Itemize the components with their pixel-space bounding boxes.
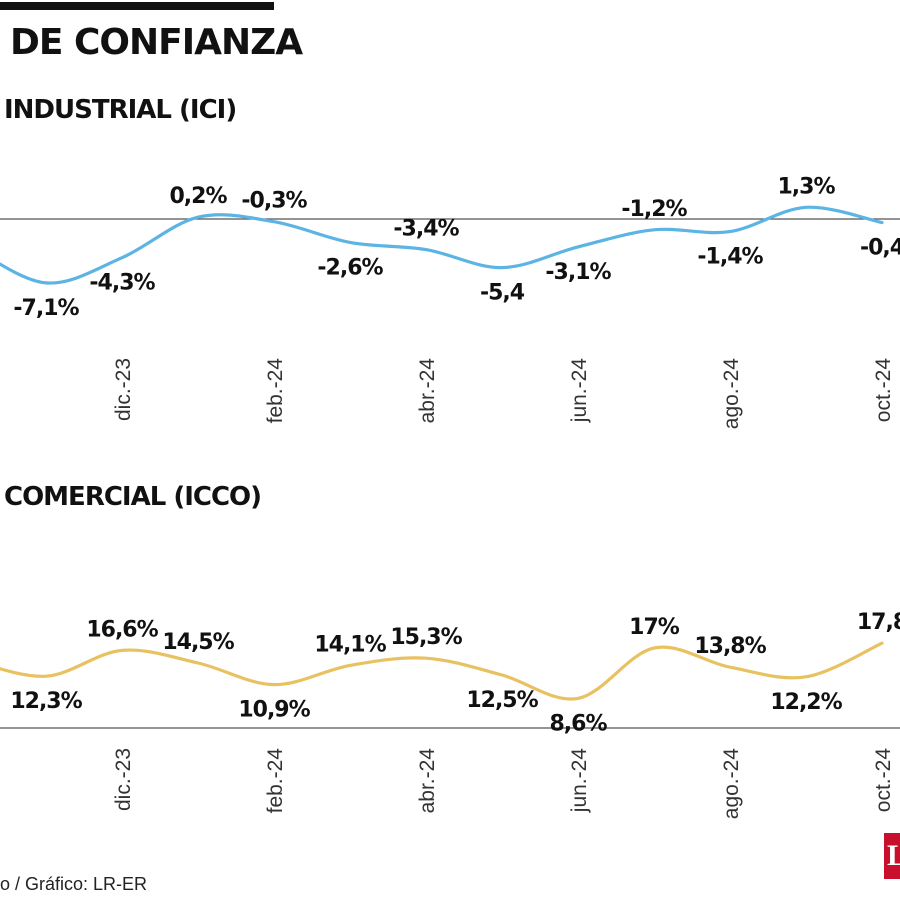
data-label: 8,6% xyxy=(549,711,607,736)
data-label: 16,6% xyxy=(86,617,158,642)
series-line xyxy=(0,641,884,701)
data-label: 17% xyxy=(629,615,680,640)
x-tick-label: ago.-24 xyxy=(720,748,743,820)
data-label: -0,4 xyxy=(860,236,900,261)
data-label: 14,1% xyxy=(314,632,386,657)
data-label: 1,3% xyxy=(777,174,835,199)
data-label: -3,1% xyxy=(545,260,611,285)
source-credit: o / Gráfico: LR-ER xyxy=(0,874,148,894)
icco-chart-title: COMERCIAL (ICCO) xyxy=(4,482,262,512)
x-tick-label: feb.-24 xyxy=(264,358,287,424)
x-tick-label: feb.-24 xyxy=(264,748,287,814)
data-label: -5,4 xyxy=(480,281,525,306)
data-label: -1,2% xyxy=(621,197,687,222)
x-tick-label: oct.-24 xyxy=(872,748,895,813)
data-label: -1,4% xyxy=(697,245,763,270)
x-tick-label: abr.-24 xyxy=(416,358,439,424)
ici-chart-title: INDUSTRIAL (ICI) xyxy=(4,95,237,125)
data-label: -2,6% xyxy=(317,255,383,280)
x-tick-label: dic.-23 xyxy=(112,358,135,421)
x-tick-label: dic.-23 xyxy=(112,748,135,811)
data-label: 15,3% xyxy=(390,625,462,650)
icco-line-chart: 12,3% 16,6%14,5% 10,9% 14,1% 15,3% 12,5% 8,6% 1… xyxy=(0,610,900,820)
data-label: -3,4% xyxy=(393,217,459,242)
x-tick-label: abr.-24 xyxy=(416,748,439,814)
data-label: 13,8% xyxy=(694,634,766,659)
data-label: 12,3% xyxy=(10,689,82,714)
logo-letter: L xyxy=(887,839,900,872)
data-label: 0,2% xyxy=(169,184,227,209)
data-label: -4,3% xyxy=(89,271,155,296)
data-label: 17,8 xyxy=(857,610,900,635)
data-label: -0,3% xyxy=(241,189,307,214)
publication-logo: L xyxy=(884,833,900,879)
x-tick-label: jun.-24 xyxy=(568,358,591,424)
header-rule xyxy=(0,2,274,10)
data-label: 10,9% xyxy=(238,698,310,723)
x-tick-label: jun.-24 xyxy=(568,748,591,814)
x-tick-label: ago.-24 xyxy=(720,358,743,430)
x-tick-label: oct.-24 xyxy=(872,358,895,423)
data-label: -7,1% xyxy=(13,296,79,321)
page-title: DE CONFIANZA xyxy=(10,22,303,63)
data-label: 12,2% xyxy=(770,690,842,715)
data-label: 14,5% xyxy=(162,630,234,655)
ici-line-chart: -7,1% -4,3% 0,2% -0,3% -2,6% -3,4% -5,4 -3,1% -1… xyxy=(0,174,900,430)
series-line xyxy=(0,205,884,285)
data-label: 12,5% xyxy=(466,688,538,713)
